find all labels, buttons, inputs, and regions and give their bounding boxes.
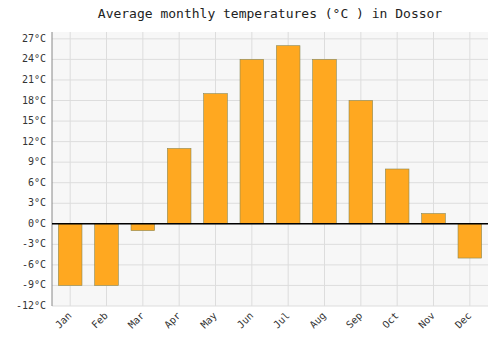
y-tick-label: 18°C [22, 95, 46, 106]
y-grid-line [52, 223, 488, 224]
y-tick-label: 6°C [28, 177, 46, 188]
x-tick-label: May [198, 310, 219, 331]
x-tick-label: Aug [307, 310, 328, 331]
x-grid-line [433, 32, 434, 306]
y-tick-label: 15°C [22, 115, 46, 126]
x-tick-label: Sep [344, 310, 365, 331]
x-grid-line [142, 32, 143, 306]
bar [385, 169, 409, 224]
axes: -12°C -9°C -6°C -3°C 0°C 3°C 6°C 9°C 12°C 15°C 18°… [16, 32, 473, 330]
x-tick-label: Mar [126, 310, 147, 331]
chart-container: -12°C -9°C -6°C -3°C 0°C 3°C 6°C 9°C 12°C 15°C 18°… [0, 0, 500, 350]
x-tick-label: Jul [271, 310, 292, 331]
y-grid-line [52, 182, 488, 183]
y-axis-line [52, 32, 53, 306]
y-tick-label: 12°C [22, 136, 46, 147]
x-tick-label: Jun [235, 310, 256, 331]
y-grid-line [52, 100, 488, 101]
y-tick-label: 0°C [28, 218, 46, 229]
y-grid-line [52, 59, 488, 60]
y-grid-line [52, 162, 488, 163]
x-tick-label: Oct [380, 310, 401, 331]
y-grid-line [52, 121, 488, 122]
y-tick-label: 24°C [22, 53, 46, 64]
bar [58, 224, 82, 286]
bar [95, 224, 119, 286]
x-tick-label: Jan [53, 310, 74, 331]
y-grid-line [52, 306, 488, 307]
chart-svg: -12°C -9°C -6°C -3°C 0°C 3°C 6°C 9°C 12°C 15°C 18°… [0, 0, 500, 350]
y-grid-line [52, 141, 488, 142]
bar [131, 224, 155, 231]
bar [458, 224, 482, 258]
bar [204, 94, 228, 224]
y-tick-label: -3°C [22, 238, 46, 249]
bars [58, 46, 481, 286]
bar [313, 59, 337, 223]
y-grid-line [52, 203, 488, 204]
x-grid-line [469, 32, 470, 306]
y-tick-label: 21°C [22, 74, 46, 85]
bar [349, 101, 373, 224]
bar [240, 59, 264, 223]
y-tick-label: 9°C [28, 156, 46, 167]
bar [167, 148, 191, 223]
plot-background [52, 32, 488, 306]
bar [276, 46, 300, 224]
grid [52, 32, 488, 306]
x-tick-label: Feb [89, 310, 110, 331]
y-tick-label: -12°C [16, 300, 46, 311]
y-tick-label: -6°C [22, 259, 46, 270]
x-tick-label: Apr [162, 310, 183, 331]
y-grid-line [52, 79, 488, 80]
y-tick-label: 3°C [28, 197, 46, 208]
x-tick-label: Dec [453, 310, 474, 331]
x-tick-label: Nov [416, 310, 437, 331]
zero-line [52, 223, 488, 225]
bar [422, 214, 446, 224]
chart-title: Average monthly temperatures (°C ) in Do… [98, 6, 443, 21]
y-tick-label: -9°C [22, 279, 46, 290]
y-tick-label: 27°C [22, 33, 46, 44]
y-grid-line [52, 38, 488, 39]
